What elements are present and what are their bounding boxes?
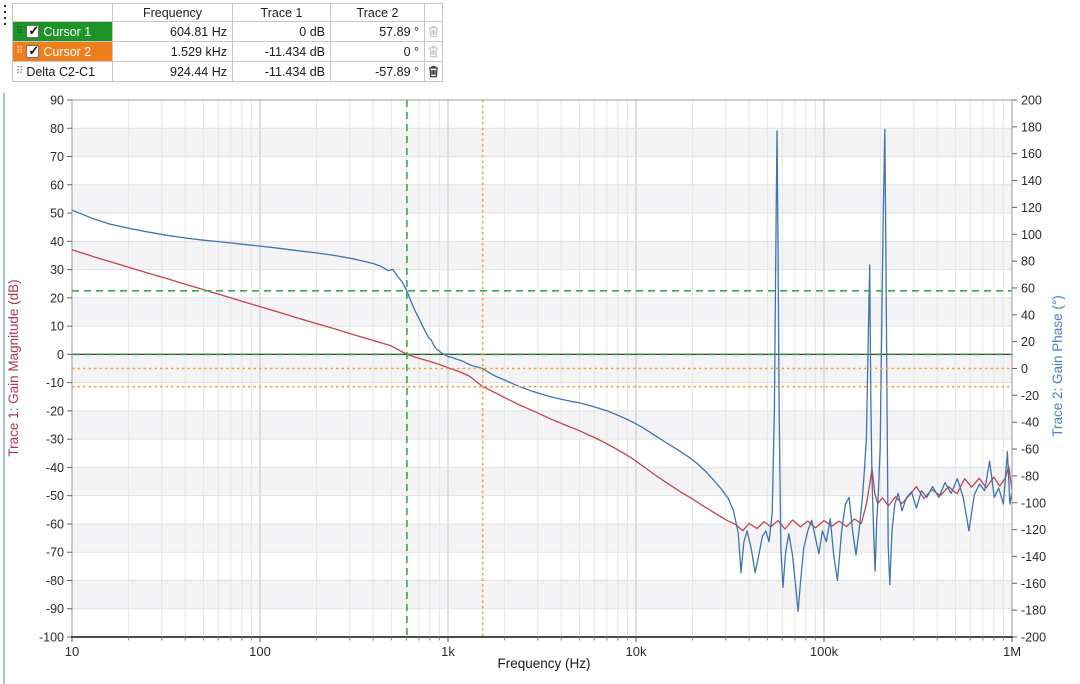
svg-text:-100: -100 (39, 631, 64, 645)
col-header-trace1: Trace 1 (233, 4, 331, 22)
svg-text:-40: -40 (46, 461, 64, 475)
svg-text:80: 80 (1021, 255, 1035, 269)
delete-cursor1-button[interactable] (425, 22, 443, 42)
svg-text:70: 70 (50, 150, 64, 164)
cursor2-trace2-value: 0 ° (331, 42, 425, 62)
col-header-actions (425, 4, 443, 22)
trash-icon (429, 65, 438, 78)
cursor-table: Frequency Trace 1 Trace 2 ⠿ Cursor 1 604… (12, 3, 443, 82)
delta-frequency: 924.44 Hz (113, 62, 233, 82)
axis-titles: Trace 1: Gain Magnitude (dB) Trace 2: Gai… (6, 279, 1065, 671)
svg-text:200: 200 (1021, 94, 1042, 108)
svg-text:100: 100 (249, 644, 271, 659)
delta-trace1-value: -11.434 dB (233, 62, 331, 82)
svg-text:30: 30 (50, 263, 64, 277)
svg-text:-10: -10 (46, 376, 64, 390)
svg-text:100k: 100k (810, 644, 839, 659)
toolbar-drag-handle-icon[interactable] (3, 3, 7, 29)
svg-text:-120: -120 (1021, 523, 1046, 537)
svg-text:120: 120 (1021, 201, 1042, 215)
svg-text:10k: 10k (626, 644, 647, 659)
svg-text:-80: -80 (46, 574, 64, 588)
svg-text:-100: -100 (1021, 496, 1046, 510)
cursor1-trace1-value: 0 dB (233, 22, 331, 42)
right-axis-title: Trace 2: Gain Phase (°) (1050, 295, 1065, 436)
delta-row-header[interactable]: ⠿ Delta C2-C1 (13, 62, 113, 82)
svg-text:10: 10 (65, 644, 79, 659)
svg-text:-180: -180 (1021, 604, 1046, 618)
col-header-trace2: Trace 2 (331, 4, 425, 22)
row-drag-handle-icon[interactable]: ⠿ (16, 45, 23, 57)
svg-text:180: 180 (1021, 120, 1042, 134)
cursor2-frequency: 1.529 kHz (113, 42, 233, 62)
svg-text:140: 140 (1021, 174, 1042, 188)
svg-text:-90: -90 (46, 602, 64, 616)
delta-label: Delta C2-C1 (26, 64, 96, 79)
svg-text:160: 160 (1021, 147, 1042, 161)
svg-text:-160: -160 (1021, 577, 1046, 591)
cursor1-trace2-value: 57.89 ° (331, 22, 425, 42)
svg-text:1k: 1k (441, 644, 455, 659)
svg-text:20: 20 (1021, 335, 1035, 349)
svg-text:90: 90 (50, 94, 64, 108)
delete-delta-button[interactable] (425, 62, 443, 82)
svg-text:-70: -70 (46, 546, 64, 560)
col-header-rowhead (13, 4, 113, 22)
left-axis-title: Trace 1: Gain Magnitude (dB) (6, 279, 21, 456)
row-drag-handle-icon[interactable]: ⠿ (16, 25, 23, 37)
x-axis-title: Frequency (Hz) (497, 656, 590, 671)
col-header-frequency: Frequency (113, 4, 233, 22)
cursor2-label: Cursor 2 (43, 44, 92, 59)
delete-cursor2-button[interactable] (425, 42, 443, 62)
row-drag-handle-icon[interactable]: ⠿ (16, 65, 23, 77)
svg-text:-80: -80 (1021, 469, 1039, 483)
cursor2-row-header[interactable]: ⠿ Cursor 2 (13, 42, 113, 62)
cursor1-row-header[interactable]: ⠿ Cursor 1 (13, 22, 113, 42)
trash-icon (429, 46, 438, 58)
svg-text:1M: 1M (1003, 644, 1021, 659)
panel-accent-border (3, 93, 5, 684)
trace1-line (72, 249, 1012, 532)
svg-text:-60: -60 (46, 517, 64, 531)
traces (72, 128, 1012, 613)
svg-text:-40: -40 (1021, 416, 1039, 430)
svg-text:0: 0 (1021, 362, 1028, 376)
svg-text:-200: -200 (1021, 631, 1046, 645)
cursor1-checkbox[interactable] (26, 23, 40, 39)
svg-text:40: 40 (1021, 308, 1035, 322)
trash-icon (429, 26, 438, 38)
delta-trace2-value: -57.89 ° (331, 62, 425, 82)
svg-text:60: 60 (1021, 281, 1035, 295)
svg-text:-50: -50 (46, 489, 64, 503)
cursor-lines (72, 100, 1012, 637)
gridlines (72, 100, 1012, 637)
cursor2-checkbox[interactable] (26, 43, 40, 59)
cursor1-frequency: 604.81 Hz (113, 22, 233, 42)
trace2-line (72, 128, 1012, 613)
svg-text:60: 60 (50, 178, 64, 192)
svg-text:-60: -60 (1021, 443, 1039, 457)
svg-text:50: 50 (50, 207, 64, 221)
svg-text:-20: -20 (1021, 389, 1039, 403)
svg-text:100: 100 (1021, 228, 1042, 242)
axis-ticks-and-labels: 9080706050403020100-10-20-30-40-50-60-70… (39, 94, 1046, 660)
svg-text:-20: -20 (46, 404, 64, 418)
cursor1-label: Cursor 1 (43, 24, 92, 39)
svg-text:-30: -30 (46, 433, 64, 447)
svg-text:20: 20 (50, 291, 64, 305)
svg-text:40: 40 (50, 235, 64, 249)
svg-text:-140: -140 (1021, 550, 1046, 564)
svg-text:80: 80 (50, 122, 64, 136)
cursor2-trace1-value: -11.434 dB (233, 42, 331, 62)
svg-text:0: 0 (57, 348, 64, 362)
svg-text:10: 10 (50, 320, 64, 334)
